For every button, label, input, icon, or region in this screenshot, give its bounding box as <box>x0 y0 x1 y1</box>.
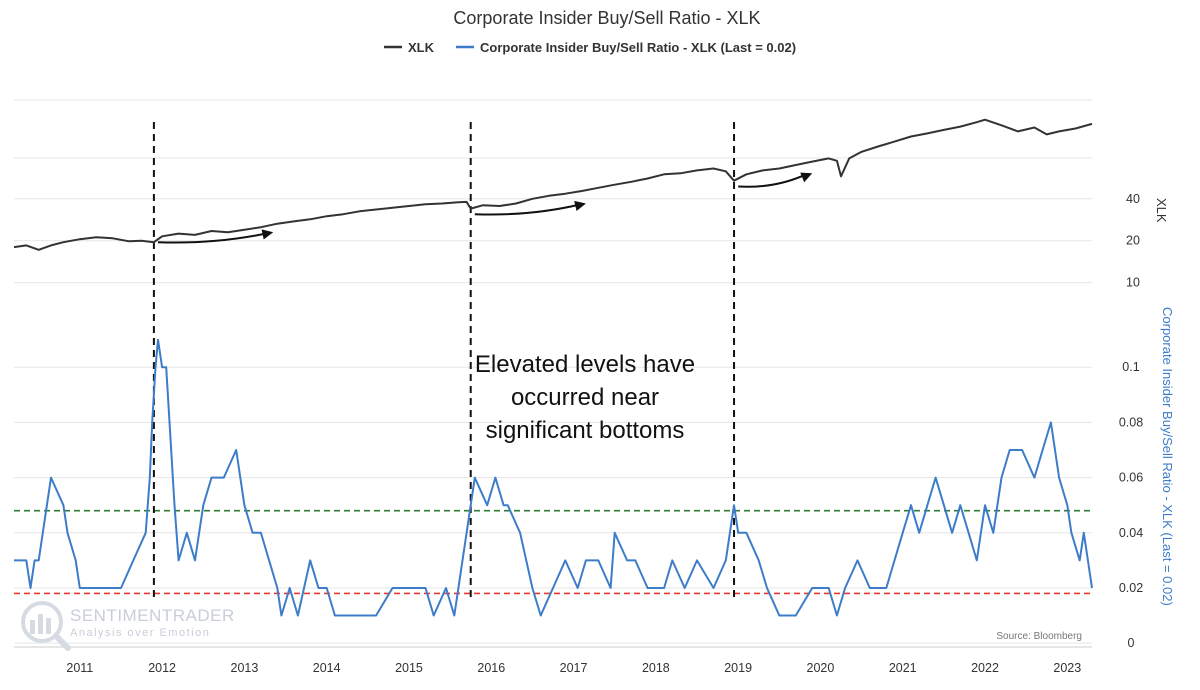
x-tick-label: 2023 <box>1053 661 1081 675</box>
bottom-y-tick-label: 0.04 <box>1119 526 1143 540</box>
insider-ratio-line <box>14 338 1093 617</box>
bottom-y-tick-label: 0.08 <box>1119 415 1143 429</box>
x-tick-label: 2016 <box>477 661 505 675</box>
annotation-line-1: Elevated levels have <box>475 351 695 378</box>
trend-arrow <box>157 232 268 244</box>
chart-title: Corporate Insider Buy/Sell Ratio - XLK <box>453 8 760 28</box>
top-y-tick-label: 20 <box>1126 234 1140 248</box>
legend-label-xlk[interactable]: XLK <box>408 40 435 55</box>
x-tick-label: 2014 <box>313 661 341 675</box>
bottom-y-tick-label: 0.02 <box>1119 581 1143 595</box>
x-tick-label: 2020 <box>807 661 835 675</box>
bottom-axis-title: Corporate Insider Buy/Sell Ratio - XLK (… <box>1160 307 1175 606</box>
bottom-y-tick-label: 0.06 <box>1119 471 1143 485</box>
source-note: Source: Bloomberg <box>996 631 1082 642</box>
x-tick-label: 2013 <box>231 661 259 675</box>
bottom-y-tick-label: 0.1 <box>1122 360 1139 374</box>
top-y-tick-label: 10 <box>1126 276 1140 290</box>
x-tick-label: 2015 <box>395 661 423 675</box>
x-tick-label: 2011 <box>66 661 93 675</box>
top-y-tick-label: 40 <box>1126 192 1140 206</box>
x-tick-label: 2019 <box>724 661 752 675</box>
sentimentrader-watermark: SENTIMENTRADER Analysis over Emotion <box>21 601 235 651</box>
x-tick-label: 2012 <box>148 661 176 675</box>
x-tick-label: 2018 <box>642 661 670 675</box>
annotation-line-2: occurred near <box>511 384 659 411</box>
trend-arrow <box>474 203 581 216</box>
trend-arrowhead <box>261 229 274 240</box>
x-tick-label: 2021 <box>889 661 917 675</box>
watermark-tagline: Analysis over Emotion <box>70 627 210 639</box>
trend-arrowhead <box>574 200 586 212</box>
axis-ticks: 40 20 10 0.1 0.08 0.06 0.04 0.02 0 2011 2012 2013 20… <box>66 192 1143 675</box>
watermark-logo-icon <box>21 601 71 651</box>
trend-arrow <box>738 173 807 188</box>
gridlines <box>14 99 1092 648</box>
annotation-line-3: significant bottoms <box>486 417 685 444</box>
x-tick-label: 2022 <box>971 661 999 675</box>
bottom-y-tick-label: 0 <box>1128 636 1135 650</box>
legend-label-ratio[interactable]: Corporate Insider Buy/Sell Ratio - XLK (… <box>480 40 796 55</box>
x-tick-label: 2017 <box>560 661 588 675</box>
trend-arrows <box>157 172 813 244</box>
annotation: Elevated levels have occurred near signi… <box>475 351 695 444</box>
top-axis-title: XLK <box>1154 198 1169 223</box>
xlk-line <box>13 118 1093 251</box>
legend: XLK Corporate Insider Buy/Sell Ratio - X… <box>384 40 796 55</box>
trend-arrowhead <box>800 172 813 183</box>
series-lines <box>13 118 1093 617</box>
watermark-name: SENTIMENTRADER <box>70 606 235 625</box>
